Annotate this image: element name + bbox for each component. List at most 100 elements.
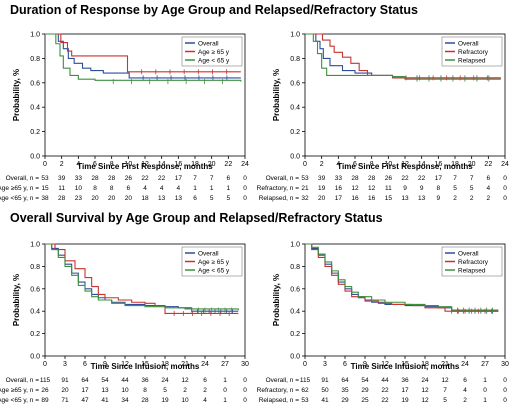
risk-count: 0 bbox=[503, 397, 507, 404]
risk-count: 24 bbox=[161, 377, 169, 384]
risk-count: 64 bbox=[341, 377, 349, 384]
y-axis-title: Probability, % bbox=[272, 69, 281, 121]
risk-count: 7 bbox=[453, 175, 457, 182]
series-line-2 bbox=[305, 243, 499, 311]
risk-count: 6 bbox=[463, 377, 467, 384]
risk-count: 12 bbox=[421, 387, 429, 394]
y-tick-label: 0.4 bbox=[290, 309, 300, 316]
risk-row-label: Refractory, n = bbox=[257, 185, 300, 192]
x-tick-label: 3 bbox=[323, 361, 327, 368]
legend-label: Age ≥ 65 y bbox=[198, 259, 230, 266]
risk-count: 20 bbox=[91, 195, 99, 202]
risk-count: 21 bbox=[301, 185, 309, 192]
risk-row-label: Age <65 y, n = bbox=[0, 397, 39, 404]
risk-count: 7 bbox=[193, 175, 197, 182]
risk-count: 10 bbox=[121, 387, 129, 394]
x-tick-label: 12 bbox=[381, 361, 389, 368]
risk-count: 10 bbox=[75, 185, 83, 192]
risk-count: 28 bbox=[141, 397, 149, 404]
x-tick-label: 21 bbox=[181, 361, 189, 368]
y-tick-label: 0.6 bbox=[30, 286, 40, 293]
series-line-1 bbox=[45, 33, 241, 73]
risk-count: 2 bbox=[203, 387, 207, 394]
risk-count: 0 bbox=[243, 377, 247, 384]
risk-count: 28 bbox=[91, 175, 99, 182]
risk-count: 53 bbox=[301, 397, 309, 404]
risk-count: 1 bbox=[227, 185, 231, 192]
x-tick-label: 8 bbox=[370, 161, 374, 168]
risk-count: 0 bbox=[503, 195, 507, 202]
risk-count: 62 bbox=[301, 387, 309, 394]
risk-count: 33 bbox=[75, 175, 83, 182]
risk-count: 41 bbox=[101, 397, 109, 404]
risk-count: 20 bbox=[108, 195, 116, 202]
risk-count: 12 bbox=[181, 377, 189, 384]
x-tick-label: 15 bbox=[141, 361, 149, 368]
risk-count: 0 bbox=[223, 387, 227, 394]
y-tick-label: 0.2 bbox=[30, 331, 40, 338]
y-tick-label: 1.0 bbox=[290, 32, 300, 39]
risk-count: 19 bbox=[161, 397, 169, 404]
risk-count: 0 bbox=[243, 175, 247, 182]
x-tick-label: 16 bbox=[434, 161, 442, 168]
y-axis-title: Probability, % bbox=[12, 69, 21, 121]
risk-count: 13 bbox=[101, 387, 109, 394]
risk-count: 13 bbox=[401, 195, 409, 202]
risk-row-label: Overall, n = bbox=[6, 377, 40, 384]
risk-count: 91 bbox=[61, 377, 69, 384]
x-tick-label: 18 bbox=[451, 161, 459, 168]
risk-count: 0 bbox=[503, 387, 507, 394]
risk-count: 13 bbox=[418, 195, 426, 202]
x-tick-label: 10 bbox=[124, 161, 132, 168]
legend-label: Age < 65 y bbox=[198, 58, 230, 65]
risk-count: 9 bbox=[420, 185, 424, 192]
risk-count: 39 bbox=[318, 175, 326, 182]
risk-count: 0 bbox=[243, 397, 247, 404]
series-line-1 bbox=[305, 243, 499, 312]
risk-count: 4 bbox=[487, 185, 491, 192]
risk-count: 0 bbox=[503, 185, 507, 192]
risk-count: 36 bbox=[141, 377, 149, 384]
risk-count: 17 bbox=[401, 387, 409, 394]
risk-count: 1 bbox=[210, 185, 214, 192]
risk-count: 36 bbox=[401, 377, 409, 384]
x-tick-label: 14 bbox=[418, 161, 426, 168]
risk-row-label: Overall, n = bbox=[266, 175, 300, 182]
y-tick-label: 0.0 bbox=[30, 154, 40, 161]
y-tick-label: 0.6 bbox=[290, 286, 300, 293]
risk-count: 91 bbox=[321, 377, 329, 384]
risk-count: 28 bbox=[368, 175, 376, 182]
risk-count: 6 bbox=[227, 175, 231, 182]
x-tick-label: 6 bbox=[83, 361, 87, 368]
y-tick-label: 0.6 bbox=[30, 80, 40, 87]
series-line-2 bbox=[305, 33, 501, 80]
risk-count: 22 bbox=[141, 175, 149, 182]
risk-count: 22 bbox=[381, 397, 389, 404]
x-tick-label: 27 bbox=[221, 361, 229, 368]
risk-count: 54 bbox=[101, 377, 109, 384]
x-tick-label: 6 bbox=[353, 161, 357, 168]
risk-count: 24 bbox=[421, 377, 429, 384]
risk-count: 5 bbox=[163, 387, 167, 394]
y-tick-label: 1.0 bbox=[30, 32, 40, 39]
legend-label: Relapsed bbox=[458, 58, 486, 65]
x-tick-label: 14 bbox=[158, 161, 166, 168]
y-tick-label: 0.0 bbox=[30, 354, 40, 361]
risk-count: 22 bbox=[158, 175, 166, 182]
risk-count: 8 bbox=[143, 387, 147, 394]
x-axis-title: Time Since First Response, months bbox=[77, 162, 213, 171]
x-tick-label: 18 bbox=[421, 361, 429, 368]
risk-count: 6 bbox=[127, 185, 131, 192]
x-tick-label: 3 bbox=[63, 361, 67, 368]
x-tick-label: 4 bbox=[336, 161, 340, 168]
y-tick-label: 0.8 bbox=[290, 264, 300, 271]
series-line-0 bbox=[45, 33, 241, 79]
x-tick-label: 9 bbox=[103, 361, 107, 368]
risk-count: 28 bbox=[58, 195, 66, 202]
risk-count: 13 bbox=[175, 195, 183, 202]
y-tick-label: 0.0 bbox=[290, 154, 300, 161]
x-tick-label: 12 bbox=[401, 161, 409, 168]
x-tick-label: 21 bbox=[441, 361, 449, 368]
